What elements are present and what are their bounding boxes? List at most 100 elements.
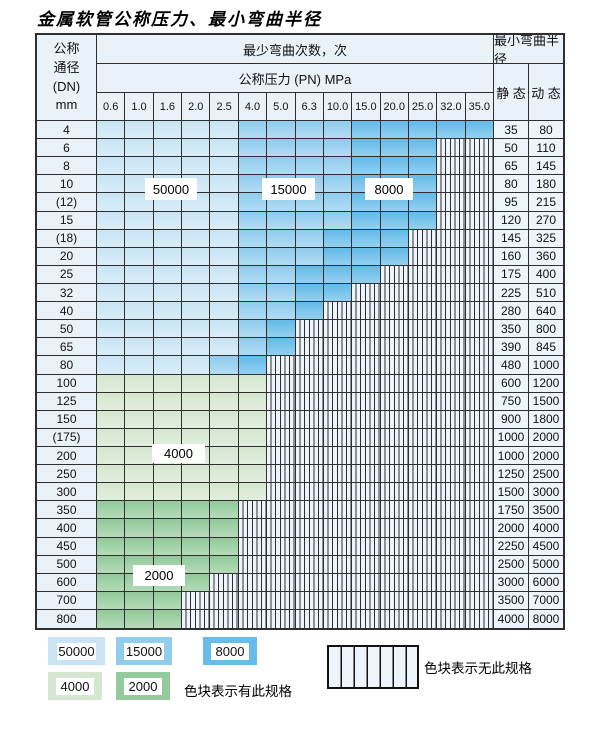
spec-cell xyxy=(465,537,494,556)
static-value: 390 xyxy=(494,338,529,357)
spec-cell xyxy=(210,573,239,592)
spec-cell xyxy=(408,157,438,176)
spec-cell xyxy=(323,501,353,520)
static-value: 35 xyxy=(494,121,529,140)
spec-cell xyxy=(380,537,409,556)
spec-cell xyxy=(295,374,324,393)
dynamic-value: 1800 xyxy=(529,410,563,429)
spec-cell xyxy=(210,229,239,248)
spec-cell xyxy=(295,501,324,520)
spec-cell xyxy=(352,139,381,158)
spec-cell xyxy=(437,229,466,248)
spec-cell xyxy=(437,501,466,520)
dynamic-value: 80 xyxy=(529,121,563,140)
static-value: 1500 xyxy=(494,483,529,502)
spec-cell xyxy=(437,609,466,629)
spec-cell xyxy=(437,302,466,321)
spec-cell xyxy=(323,428,353,447)
spec-cell xyxy=(437,175,466,194)
static-value: 145 xyxy=(494,229,529,248)
row-label: (175) xyxy=(37,428,97,447)
spec-cell xyxy=(153,410,183,429)
spec-cell xyxy=(182,356,211,375)
spec-cell xyxy=(465,211,494,230)
pressure-col-header: 4.0 xyxy=(238,93,268,121)
spec-cell xyxy=(408,428,438,447)
dynamic-value: 1500 xyxy=(529,392,563,411)
spec-cell xyxy=(182,157,211,176)
spec-cell xyxy=(352,320,381,339)
spec-cell xyxy=(97,265,126,284)
spec-cell xyxy=(380,320,409,339)
spec-cell xyxy=(238,356,268,375)
spec-cell xyxy=(408,193,438,212)
spec-cell xyxy=(97,211,126,230)
spec-cell xyxy=(210,356,239,375)
spec-cell xyxy=(408,356,438,375)
static-value: 4000 xyxy=(494,609,529,629)
static-value: 3000 xyxy=(494,573,529,592)
static-value: 350 xyxy=(494,320,529,339)
spec-cell xyxy=(295,139,324,158)
zone-label-15000: 15000 xyxy=(262,178,315,200)
spec-cell xyxy=(323,537,353,556)
spec-cell xyxy=(182,139,211,158)
spec-cell xyxy=(238,338,268,357)
spec-cell xyxy=(380,446,409,466)
spec-cell xyxy=(437,247,466,266)
spec-cell xyxy=(295,483,324,502)
spec-cell xyxy=(238,537,268,556)
spec-cell xyxy=(238,609,268,629)
spec-cell xyxy=(97,302,126,321)
spec-cell xyxy=(125,338,154,357)
spec-cell xyxy=(153,229,183,248)
spec-cell xyxy=(295,392,324,411)
spec-cell xyxy=(97,283,126,303)
spec-cell xyxy=(97,501,126,520)
spec-cell xyxy=(210,121,239,140)
spec-cell xyxy=(437,591,466,610)
spec-cell xyxy=(437,139,466,158)
spec-cell xyxy=(437,465,466,484)
spec-cell xyxy=(465,428,494,447)
spec-cell xyxy=(153,374,183,393)
spec-cell xyxy=(125,229,154,248)
spec-cell xyxy=(437,410,466,429)
spec-cell xyxy=(97,193,126,212)
static-value: 160 xyxy=(494,247,529,266)
spec-cell xyxy=(465,121,494,140)
spec-cell xyxy=(352,555,381,574)
spec-cell xyxy=(182,374,211,393)
legend-swatch-value: 15000 xyxy=(124,642,164,660)
spec-cell xyxy=(238,247,268,266)
dn-column-header: 公称 通径 (DN) mm xyxy=(37,35,97,121)
spec-cell xyxy=(295,283,324,303)
spec-cell xyxy=(352,410,381,429)
spec-cell xyxy=(465,410,494,429)
dynamic-value: 5000 xyxy=(529,555,563,574)
spec-cell xyxy=(210,591,239,610)
spec-cell xyxy=(323,465,353,484)
pressure-col-header: 1.0 xyxy=(125,93,154,121)
legend-none-text: 色块表示无此规格 xyxy=(424,661,532,676)
spec-cell xyxy=(408,247,438,266)
spec-cell xyxy=(238,573,268,592)
spec-cell xyxy=(125,157,154,176)
static-value: 2500 xyxy=(494,555,529,574)
spec-cell xyxy=(380,302,409,321)
row-label: 300 xyxy=(37,483,97,502)
spec-cell xyxy=(125,302,154,321)
dynamic-value: 4500 xyxy=(529,537,563,556)
spec-cell xyxy=(97,320,126,339)
spec-cell xyxy=(465,501,494,520)
spec-cell xyxy=(352,609,381,629)
spec-cell xyxy=(295,537,324,556)
legend-swatch-value: 50000 xyxy=(56,642,97,660)
dynamic-value: 845 xyxy=(529,338,563,357)
spec-cell xyxy=(267,428,296,447)
spec-cell xyxy=(352,591,381,610)
spec-cell xyxy=(182,211,211,230)
row-label: 400 xyxy=(37,519,97,538)
spec-cell xyxy=(267,555,296,574)
spec-cell xyxy=(153,139,183,158)
